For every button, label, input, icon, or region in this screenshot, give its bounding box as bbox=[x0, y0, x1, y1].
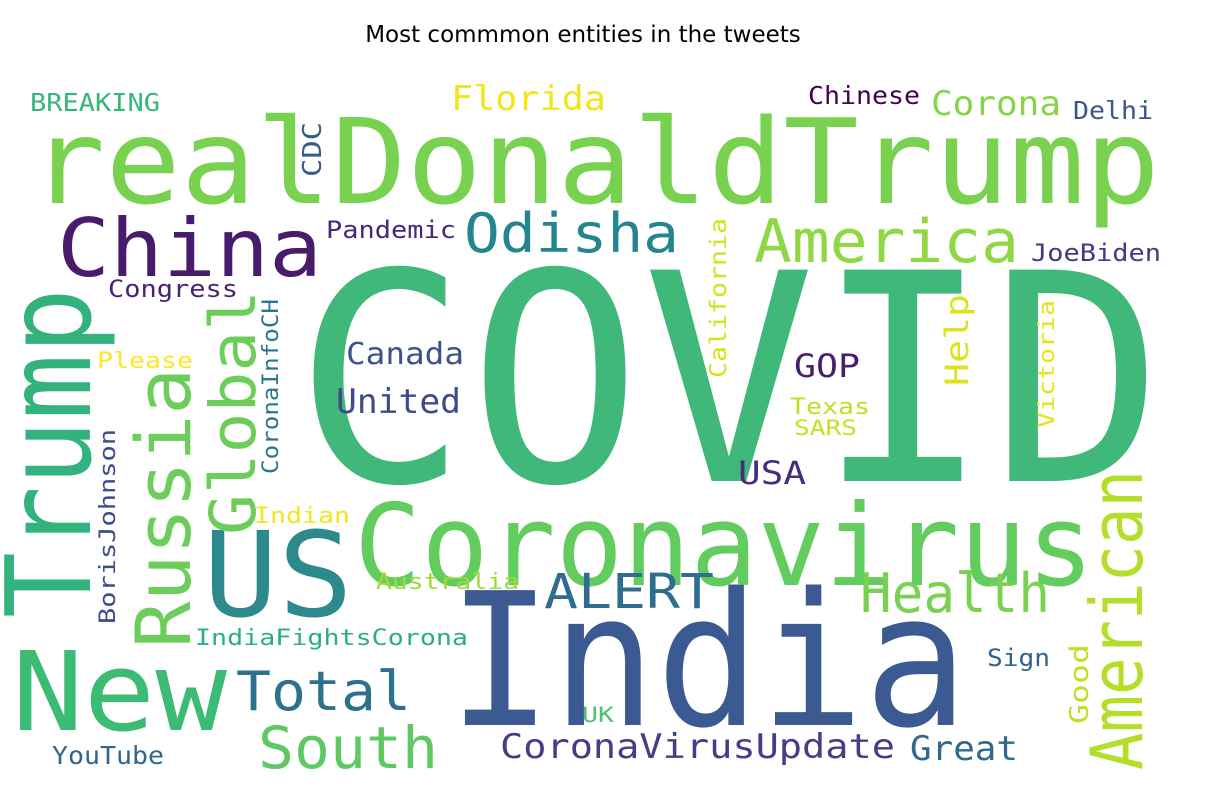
word-total: Total bbox=[236, 660, 411, 723]
word-american: American bbox=[1075, 470, 1159, 770]
word-texas: Texas bbox=[790, 395, 870, 420]
word-china: China bbox=[57, 202, 322, 295]
word-india: India bbox=[448, 553, 968, 769]
word-australia: Australia bbox=[376, 570, 519, 595]
word-russia: Russia bbox=[119, 368, 208, 648]
word-realdonaldtrump: realDonaldTrump bbox=[30, 93, 1160, 231]
word-corona: Corona bbox=[931, 84, 1061, 124]
word-indiafightscorona: IndiaFightsCorona bbox=[195, 626, 468, 651]
word-borisjohnson: BorisJohnson bbox=[96, 429, 121, 624]
word-south: South bbox=[258, 714, 438, 782]
word-please: Please bbox=[97, 349, 193, 374]
word-uk: UK bbox=[582, 703, 614, 727]
word-chinese: Chinese bbox=[808, 81, 920, 110]
word-coronavirus: Coronavirus bbox=[354, 480, 1094, 612]
word-global: Global bbox=[197, 290, 270, 535]
word-sars: SARS bbox=[794, 416, 857, 440]
word-indian: Indian bbox=[254, 504, 350, 529]
word-pandemic: Pandemic bbox=[326, 216, 456, 244]
word-america: America bbox=[754, 207, 1019, 277]
word-california: California bbox=[706, 218, 732, 378]
word-new: New bbox=[12, 628, 228, 756]
word-coronainfoch: CoronaInfoCH bbox=[259, 299, 284, 474]
word-florida: Florida bbox=[451, 79, 606, 119]
word-covid: COVID bbox=[294, 213, 1164, 550]
word-sign: Sign bbox=[987, 644, 1050, 672]
word-canada: Canada bbox=[346, 337, 464, 372]
word-congress: Congress bbox=[108, 275, 238, 303]
word-victoria: Victoria bbox=[1035, 300, 1060, 428]
word-delhi: Delhi bbox=[1073, 96, 1153, 125]
word-help: Help bbox=[938, 294, 976, 386]
word-cdc: CDC bbox=[298, 122, 328, 177]
word-alert: ALERT bbox=[544, 564, 714, 620]
word-odisha: Odisha bbox=[464, 202, 679, 265]
word-gop: GOP bbox=[794, 347, 860, 385]
word-youtube: YouTube bbox=[52, 741, 164, 770]
word-united: United bbox=[336, 382, 461, 422]
chart-title: Most commmon entities in the tweets bbox=[365, 22, 801, 48]
word-breaking: BREAKING bbox=[30, 88, 160, 117]
word-health: Health bbox=[860, 562, 1050, 625]
word-coronavirusupdate: CoronaVirusUpdate bbox=[500, 727, 895, 767]
word-great: Great bbox=[910, 729, 1018, 769]
word-trump: Trump bbox=[0, 288, 118, 618]
word-joebiden: JoeBiden bbox=[1031, 239, 1161, 267]
word-usa: USA bbox=[738, 454, 806, 492]
word-us: US bbox=[203, 506, 353, 644]
word-good: Good bbox=[1065, 644, 1095, 724]
